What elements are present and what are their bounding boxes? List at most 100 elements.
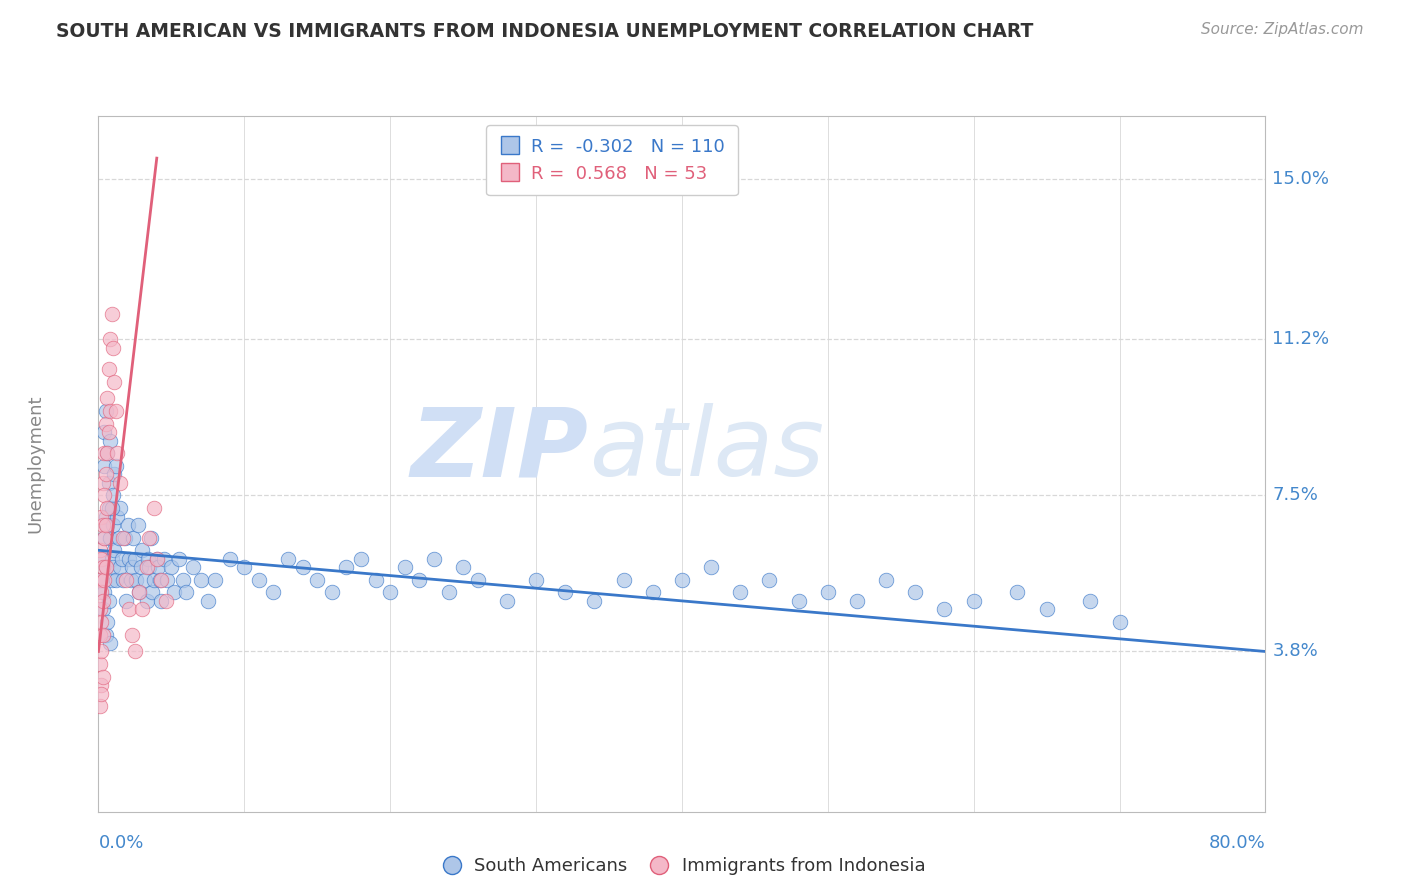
Point: [135, 560, 157, 574]
Text: 7.5%: 7.5%: [1272, 486, 1319, 505]
Point: [131, 602, 153, 616]
Point: [115, 573, 138, 587]
Point: [98, 636, 121, 650]
Point: [112, 573, 135, 587]
Point: [108, 531, 131, 545]
Point: [135, 594, 157, 608]
Text: ZIP: ZIP: [411, 403, 589, 497]
Point: [394, 560, 416, 574]
Point: [97, 425, 120, 440]
Point: [94, 560, 117, 574]
Point: [89, 627, 111, 641]
Point: [89, 699, 111, 714]
Point: [93, 488, 115, 502]
Legend: South Americans, Immigrants from Indonesia: South Americans, Immigrants from Indones…: [432, 850, 932, 883]
Point: [817, 585, 839, 599]
Point: [89, 657, 111, 672]
Text: atlas: atlas: [589, 403, 824, 497]
Point: [197, 594, 219, 608]
Point: [728, 585, 751, 599]
Point: [904, 585, 927, 599]
Point: [408, 573, 430, 587]
Point: [146, 551, 169, 566]
Point: [671, 573, 693, 587]
Point: [141, 585, 163, 599]
Point: [94, 627, 117, 641]
Point: [97, 362, 120, 376]
Point: [104, 404, 127, 418]
Point: [93, 425, 115, 440]
Point: [121, 627, 143, 641]
Point: [247, 573, 270, 587]
Point: [121, 560, 143, 574]
Point: [94, 560, 117, 574]
Point: [91, 670, 114, 684]
Point: [105, 446, 128, 460]
Point: [98, 333, 121, 347]
Point: [96, 518, 118, 533]
Point: [90, 573, 112, 587]
Text: 0.0%: 0.0%: [98, 834, 143, 852]
Point: [104, 573, 127, 587]
Point: [103, 467, 125, 482]
Point: [97, 594, 120, 608]
Point: [307, 573, 329, 587]
Point: [93, 573, 115, 587]
Text: SOUTH AMERICAN VS IMMIGRANTS FROM INDONESIA UNEMPLOYMENT CORRELATION CHART: SOUTH AMERICAN VS IMMIGRANTS FROM INDONE…: [56, 22, 1033, 41]
Point: [233, 560, 256, 574]
Point: [875, 573, 897, 587]
Text: 3.8%: 3.8%: [1272, 642, 1319, 660]
Point: [134, 573, 156, 587]
Point: [160, 560, 183, 574]
Point: [262, 585, 284, 599]
Point: [90, 678, 112, 692]
Point: [104, 458, 127, 473]
Point: [96, 615, 118, 629]
Point: [97, 501, 120, 516]
Point: [190, 573, 212, 587]
Point: [91, 518, 114, 533]
Point: [136, 551, 159, 566]
Point: [96, 501, 118, 516]
Point: [94, 467, 117, 482]
Point: [91, 602, 114, 616]
Point: [101, 518, 124, 533]
Point: [94, 417, 117, 431]
Point: [91, 560, 114, 574]
Point: [96, 446, 118, 460]
Point: [495, 594, 517, 608]
Point: [110, 475, 132, 490]
Point: [934, 602, 956, 616]
Point: [437, 585, 460, 599]
Point: [100, 551, 122, 566]
Point: [156, 573, 179, 587]
Point: [90, 687, 112, 701]
Point: [1035, 602, 1057, 616]
Point: [218, 551, 240, 566]
Point: [114, 531, 136, 545]
Point: [150, 573, 173, 587]
Point: [93, 458, 115, 473]
Point: [94, 404, 117, 418]
Point: [277, 551, 299, 566]
Point: [364, 573, 387, 587]
Point: [291, 560, 314, 574]
Point: [105, 509, 128, 524]
Point: [146, 551, 169, 566]
Point: [98, 434, 121, 448]
Point: [115, 594, 138, 608]
Point: [94, 518, 117, 533]
Point: [758, 573, 780, 587]
Point: [142, 573, 165, 587]
Point: [90, 644, 112, 658]
Point: [583, 594, 606, 608]
Point: [128, 585, 150, 599]
Point: [90, 509, 112, 524]
Point: [98, 404, 121, 418]
Point: [423, 551, 446, 566]
Point: [641, 585, 664, 599]
Point: [97, 475, 120, 490]
Point: [101, 341, 124, 355]
Point: [94, 509, 117, 524]
Point: [118, 602, 141, 616]
